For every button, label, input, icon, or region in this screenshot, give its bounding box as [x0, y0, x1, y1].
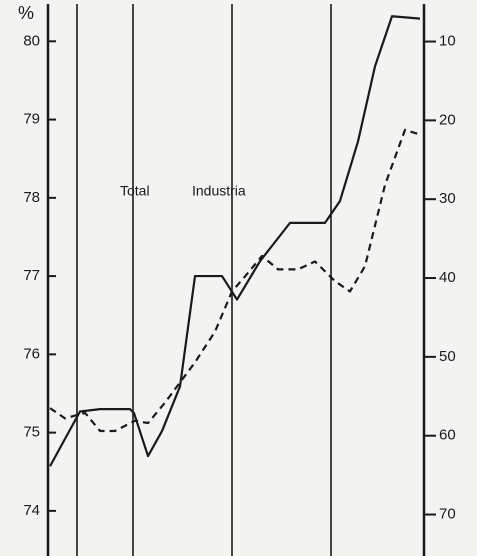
y-tick-label: 79	[23, 111, 40, 128]
y-tick-label: 77	[23, 267, 40, 284]
legend-label: Industria	[192, 183, 246, 199]
y2-tick-label: 50	[439, 348, 456, 365]
line	[49, 128, 421, 433]
y2-tick-label: 30	[439, 190, 456, 207]
y-tick-label: 78	[23, 189, 40, 206]
legend-label: Total	[120, 183, 150, 199]
y-tick-label: 80	[23, 32, 40, 49]
y-tick-label: 76	[23, 345, 40, 362]
y-tick-label: 75	[23, 424, 40, 441]
y-axis-label: %	[18, 3, 34, 23]
y2-tick-label: 60	[439, 427, 456, 444]
y2-tick-label: 10	[439, 33, 456, 50]
y2-tick-label: 40	[439, 269, 456, 286]
y2-tick-label: 20	[439, 111, 456, 128]
y2-tick-label: 70	[439, 505, 456, 522]
y-tick-label: 74	[23, 502, 40, 519]
line	[49, 15, 421, 467]
